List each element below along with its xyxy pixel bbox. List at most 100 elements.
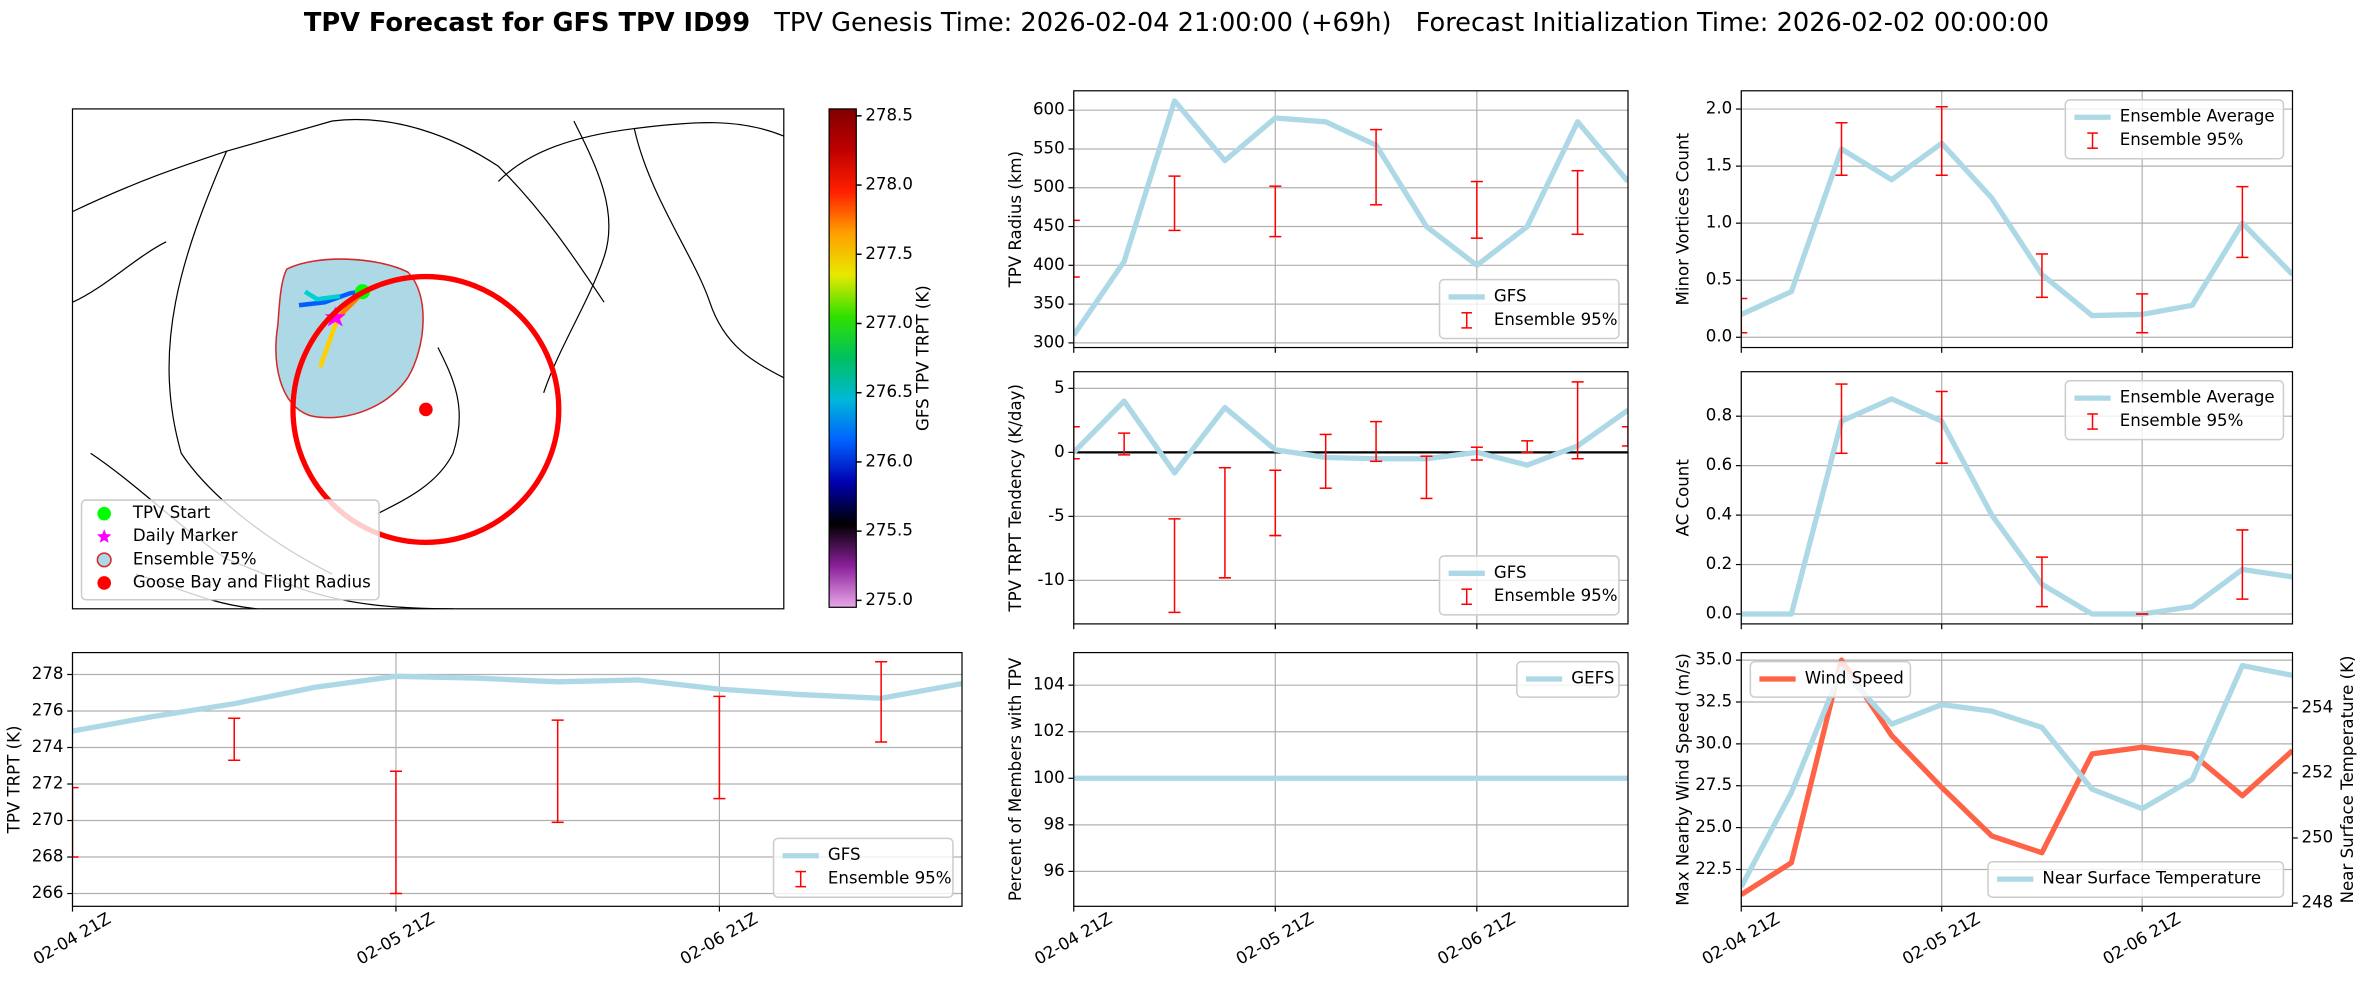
legend-frame: [80, 499, 380, 601]
error-bar: [1571, 381, 1584, 460]
y-tick-label: 276: [32, 701, 64, 720]
flight-radius: [290, 273, 562, 545]
y-axis-label: TPV TRPT (K): [5, 726, 24, 835]
colorbar-tick-label: 277.0: [865, 313, 913, 332]
axes-frame: [1073, 371, 1629, 625]
axes-frame: [1073, 90, 1629, 349]
error-bar: [1420, 455, 1433, 500]
colorbar-fill: [828, 108, 857, 608]
x-tick-label: 02-05 21Z: [353, 909, 437, 968]
coastline: [633, 128, 784, 379]
x-tick-label: 02-05 21Z: [1899, 909, 1983, 968]
error-bar: [875, 660, 888, 743]
map: TPV Start Daily Marker Ensemble 75% Goose B…: [71, 108, 785, 610]
chart-panel: -10 -5 0 5 TPV TRPT Tendency (K/day) GFS Ensem…: [1006, 371, 1629, 630]
track: [303, 289, 341, 302]
figure-title: TPV Forecast for GFS TPV ID99 TPV Genesis…: [304, 7, 2049, 37]
legend-label: GEFS: [1571, 669, 1614, 688]
y-tick-label: 0.0: [1706, 327, 1732, 346]
axes-frame: [1740, 651, 2294, 907]
y-tick-label: 300: [1033, 332, 1065, 351]
error-bar: [1073, 425, 1080, 460]
legend-frame: [1749, 660, 1912, 698]
legend-marker: [97, 506, 111, 521]
error-bar: [1835, 383, 1848, 455]
y-tick-label: 104: [1033, 675, 1065, 694]
y-axis-label: Percent of Members with TPV: [1006, 657, 1025, 901]
error-bar: [713, 695, 726, 800]
axes-frame: [1073, 651, 1629, 907]
legend-marker: [96, 552, 112, 568]
colorbar-tick-label: 275.0: [865, 590, 913, 609]
y-tick-label: 5: [1054, 378, 1065, 397]
colorbar-tick-label: 277.5: [865, 244, 913, 263]
error-bar: [1621, 425, 1628, 447]
error-bar: [1935, 106, 1948, 176]
chart-panel: 96 98 100 102 104 02-04 21Z 02-05 21Z 02-06 21Z…: [1006, 651, 1629, 968]
error-bar: [1269, 185, 1282, 238]
axes-frame: [71, 651, 963, 907]
error-bar: [1741, 297, 1748, 334]
legend-label: Ensemble 95%: [1494, 310, 1618, 329]
legend-frame: [2064, 380, 2285, 441]
plot-area: [1741, 383, 2293, 617]
y-tick-label: 268: [32, 847, 64, 866]
y-axis-label: TPV TRPT Tendency (K/day): [1006, 384, 1025, 613]
y-tick-label: 270: [32, 810, 64, 829]
y2-axis-label: Near Surface Temperature (K): [2338, 656, 2357, 904]
series-line: [1741, 396, 2293, 617]
y-tick-label: 350: [1033, 294, 1065, 313]
x-tick-label: 02-04 21Z: [1031, 909, 1115, 968]
error-bar: [2136, 293, 2149, 334]
colorbar: 275.0 275.5 276.0 276.5 277.0 277.5 278.0 278.5…: [828, 105, 933, 609]
y-tick-label: 0: [1054, 442, 1065, 461]
title-init: Forecast Initialization Time: 2026-02-02…: [1416, 7, 2049, 37]
y-tick-label: 0.0: [1706, 604, 1732, 623]
y-tick-label: 2.0: [1706, 99, 1732, 118]
legend-frame: [1516, 660, 1620, 698]
y-tick-label: 550: [1033, 138, 1065, 157]
error-bar: [551, 719, 564, 824]
x-tick-label: 02-06 21Z: [677, 909, 761, 968]
chart-panel: 0.0 0.5 1.0 1.5 2.0 Minor Vortices Count Ensem…: [1673, 90, 2294, 353]
y-axis-label: TPV Radius (km): [1006, 151, 1025, 289]
error-bar: [1521, 440, 1534, 454]
y-tick-label: 0.8: [1706, 406, 1732, 425]
y2-tick-label: 250: [2302, 827, 2334, 846]
series-line: [72, 673, 962, 734]
coastline: [377, 347, 460, 515]
legend-label: GFS: [828, 845, 861, 864]
goose-bay: [419, 402, 433, 417]
y-tick-label: 1.0: [1706, 213, 1732, 232]
legend-frame: [1987, 860, 2285, 898]
error-bar: [1370, 420, 1383, 463]
colorbar-tick-label: 275.5: [865, 521, 913, 540]
error-bar: [1319, 433, 1332, 489]
error-bar: [1168, 518, 1181, 614]
legend-label: Ensemble 95%: [2120, 130, 2244, 149]
error-bar: [1168, 175, 1181, 232]
y-tick-label: -5: [1048, 506, 1065, 525]
error-bar: [1835, 121, 1848, 176]
legend-label: Ensemble 95%: [828, 869, 952, 888]
legend-frame: [2064, 99, 2285, 160]
daily-marker: [324, 306, 346, 327]
legend: GFS Ensemble 95%: [1438, 278, 1620, 340]
axes-frame: [1740, 90, 2294, 349]
y-tick-label: 266: [32, 883, 64, 902]
y2-tick-label: 248: [2302, 893, 2334, 912]
y-tick-label: 450: [1033, 216, 1065, 235]
y-tick-label: 27.5: [1695, 775, 1732, 794]
error-bar: [228, 717, 241, 762]
series-line: [1741, 140, 2293, 319]
legend-label: Ensemble Average: [2120, 107, 2275, 126]
y-tick-label: 272: [32, 774, 64, 793]
map-legend: TPV Start Daily Marker Ensemble 75% Goose B…: [80, 499, 380, 601]
y-tick-label: 25.0: [1695, 817, 1732, 836]
legend-label: Ensemble 95%: [1494, 586, 1618, 605]
axes-frame: [1740, 371, 2294, 625]
legend: Wind Speed: [1749, 660, 1912, 698]
series-line: [1073, 98, 1628, 337]
y-tick-label: 22.5: [1695, 859, 1732, 878]
